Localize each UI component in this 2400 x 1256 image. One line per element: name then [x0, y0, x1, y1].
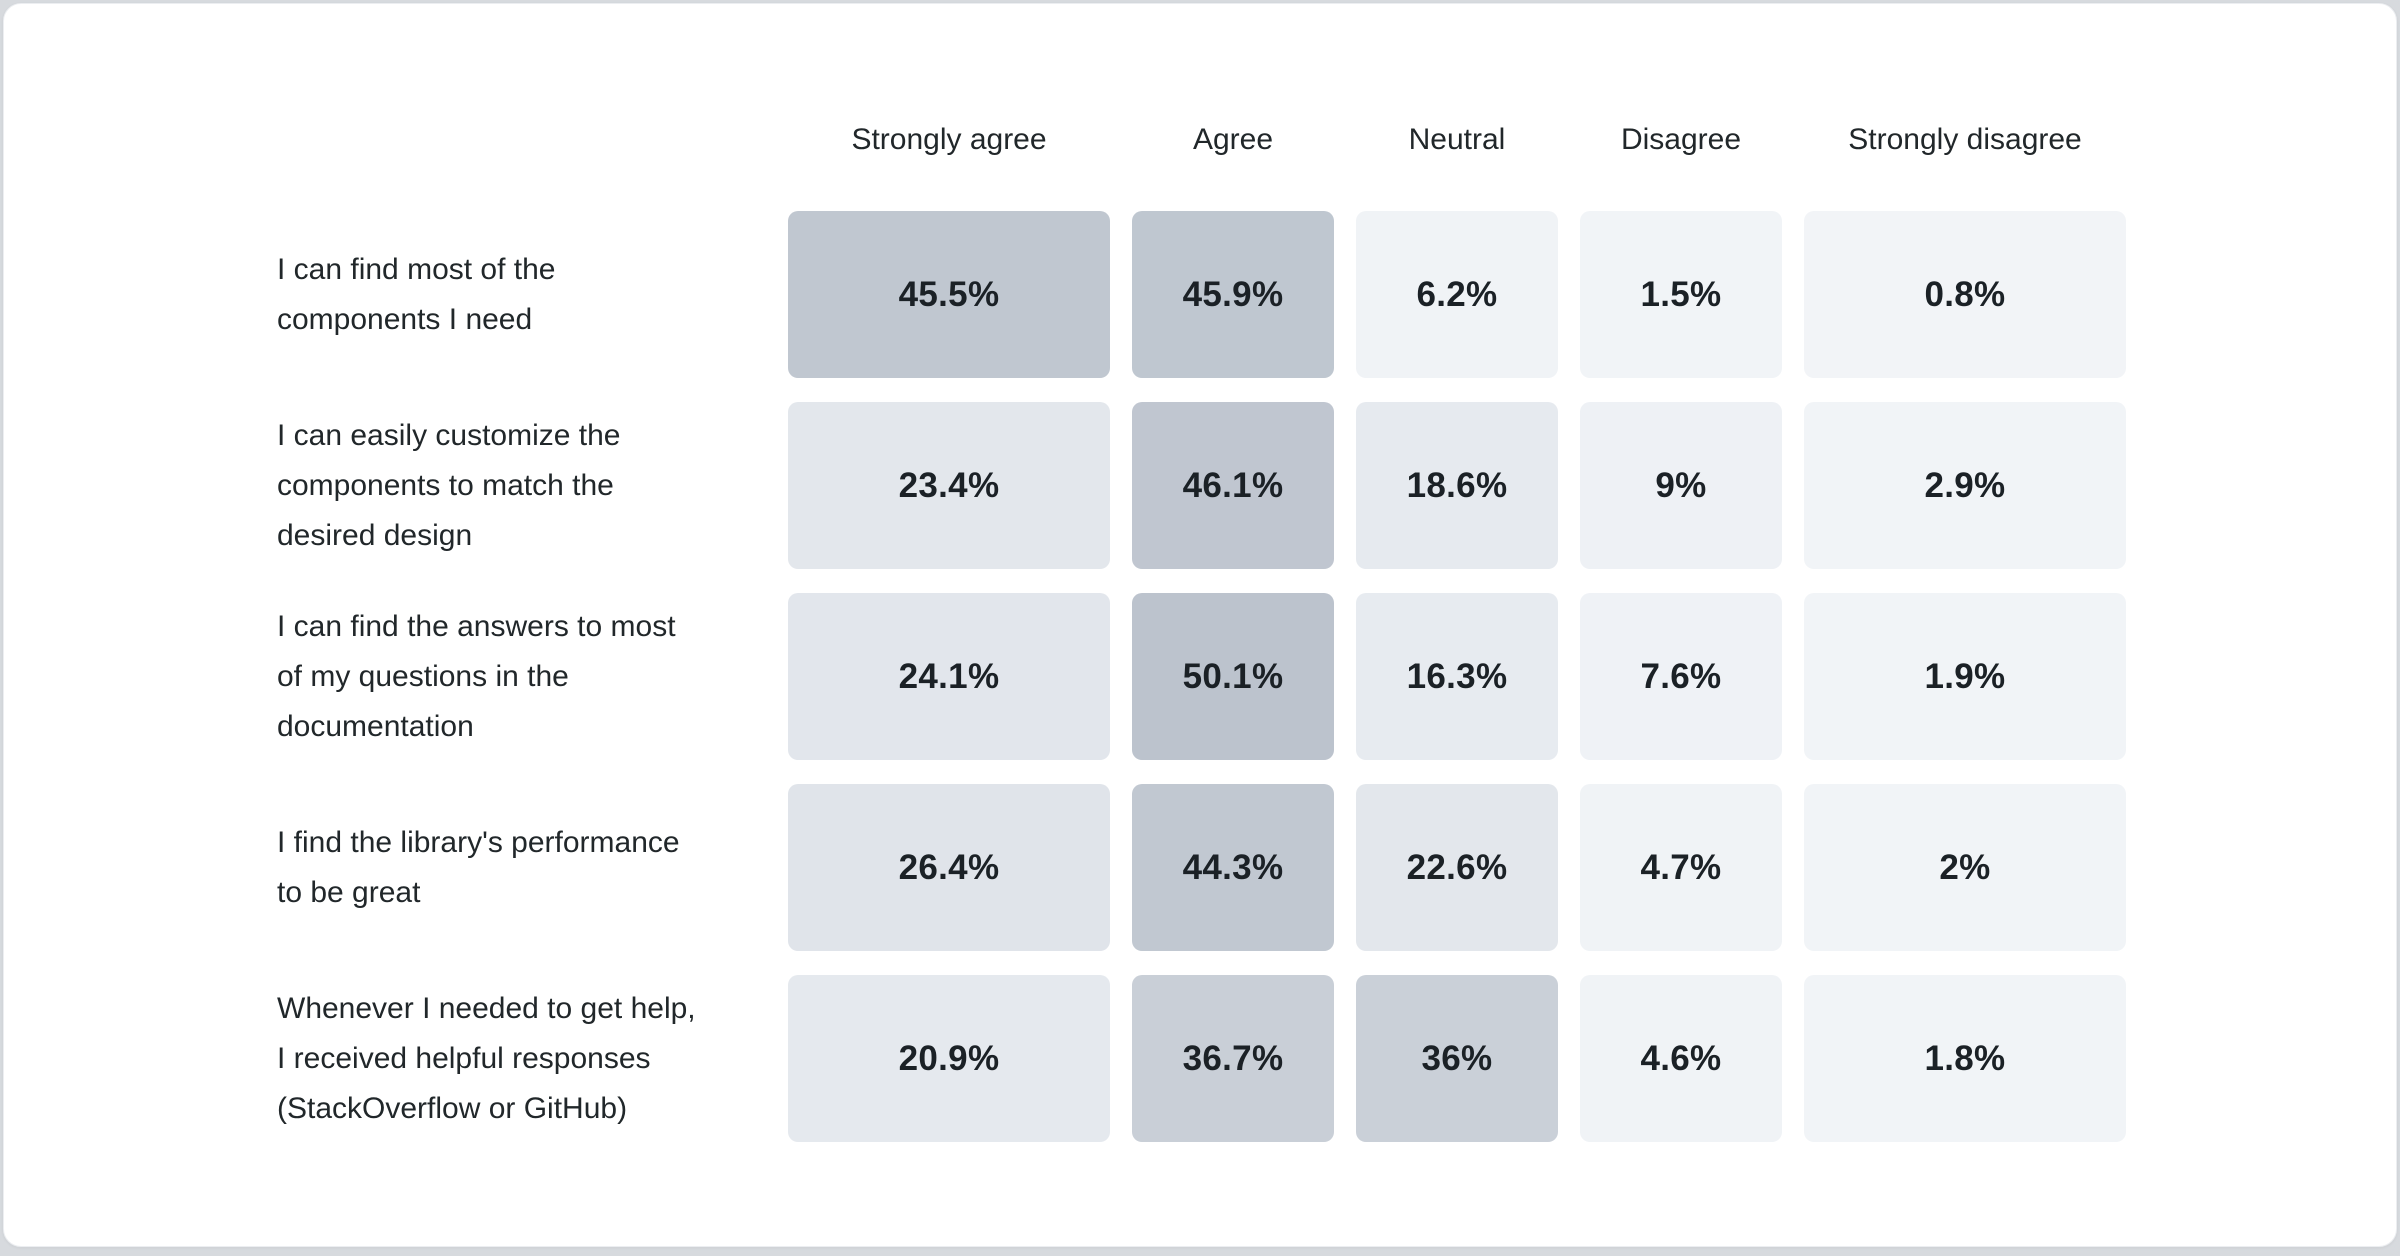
heatmap-cell: 2.9% [1804, 402, 2126, 569]
heatmap-cell: 20.9% [788, 975, 1110, 1142]
heatmap-cell: 1.5% [1580, 211, 1782, 378]
heatmap-cell: 7.6% [1580, 593, 1782, 760]
heatmap-cell: 24.1% [788, 593, 1110, 760]
heatmap-cell: 4.7% [1580, 784, 1782, 951]
row-label: Whenever I needed to get help, I receive… [277, 991, 696, 1125]
heatmap-cell: 18.6% [1356, 402, 1558, 569]
heatmap-body: I can find most of the components I need… [277, 211, 2396, 1142]
heatmap-cell: 9% [1580, 402, 1782, 569]
heatmap-cell: 4.6% [1580, 975, 1782, 1142]
row-label: I can easily customize the components to… [277, 418, 621, 552]
heatmap-cell: 1.8% [1804, 975, 2126, 1142]
heatmap-cell: 2% [1804, 784, 2126, 951]
heatmap-cell: 50.1% [1132, 593, 1334, 760]
heatmap-cell: 22.6% [1356, 784, 1558, 951]
row-label: I can find the answers to most of my que… [277, 609, 676, 743]
heatmap-cell: 26.4% [788, 784, 1110, 951]
survey-results-card: Strongly agree Agree Neutral Disagree St… [3, 3, 2397, 1247]
heatmap-cell: 36% [1356, 975, 1558, 1142]
row-label: I find the library's performance to be g… [277, 825, 680, 909]
heatmap-table: Strongly agree Agree Neutral Disagree St… [277, 4, 2396, 1142]
column-header-agree: Agree [1192, 123, 1274, 156]
heatmap-cell: 45.9% [1132, 211, 1334, 378]
row-label: I can find most of the components I need [277, 252, 556, 336]
column-header-strongly-agree: Strongly agree [851, 123, 1047, 156]
heatmap-cell: 16.3% [1356, 593, 1558, 760]
heatmap-cell: 45.5% [788, 211, 1110, 378]
column-header-neutral: Neutral [1408, 123, 1506, 156]
heatmap-cell: 0.8% [1804, 211, 2126, 378]
heatmap-cell: 23.4% [788, 402, 1110, 569]
column-header-strongly-disagree: Strongly disagree [1848, 123, 2082, 156]
header-row: Strongly agree Agree Neutral Disagree St… [277, 118, 2396, 162]
heatmap-cell: 6.2% [1356, 211, 1558, 378]
heatmap-cell: 36.7% [1132, 975, 1334, 1142]
column-header-disagree: Disagree [1620, 123, 1742, 156]
heatmap-cell: 44.3% [1132, 784, 1334, 951]
heatmap-cell: 46.1% [1132, 402, 1334, 569]
heatmap-cell: 1.9% [1804, 593, 2126, 760]
